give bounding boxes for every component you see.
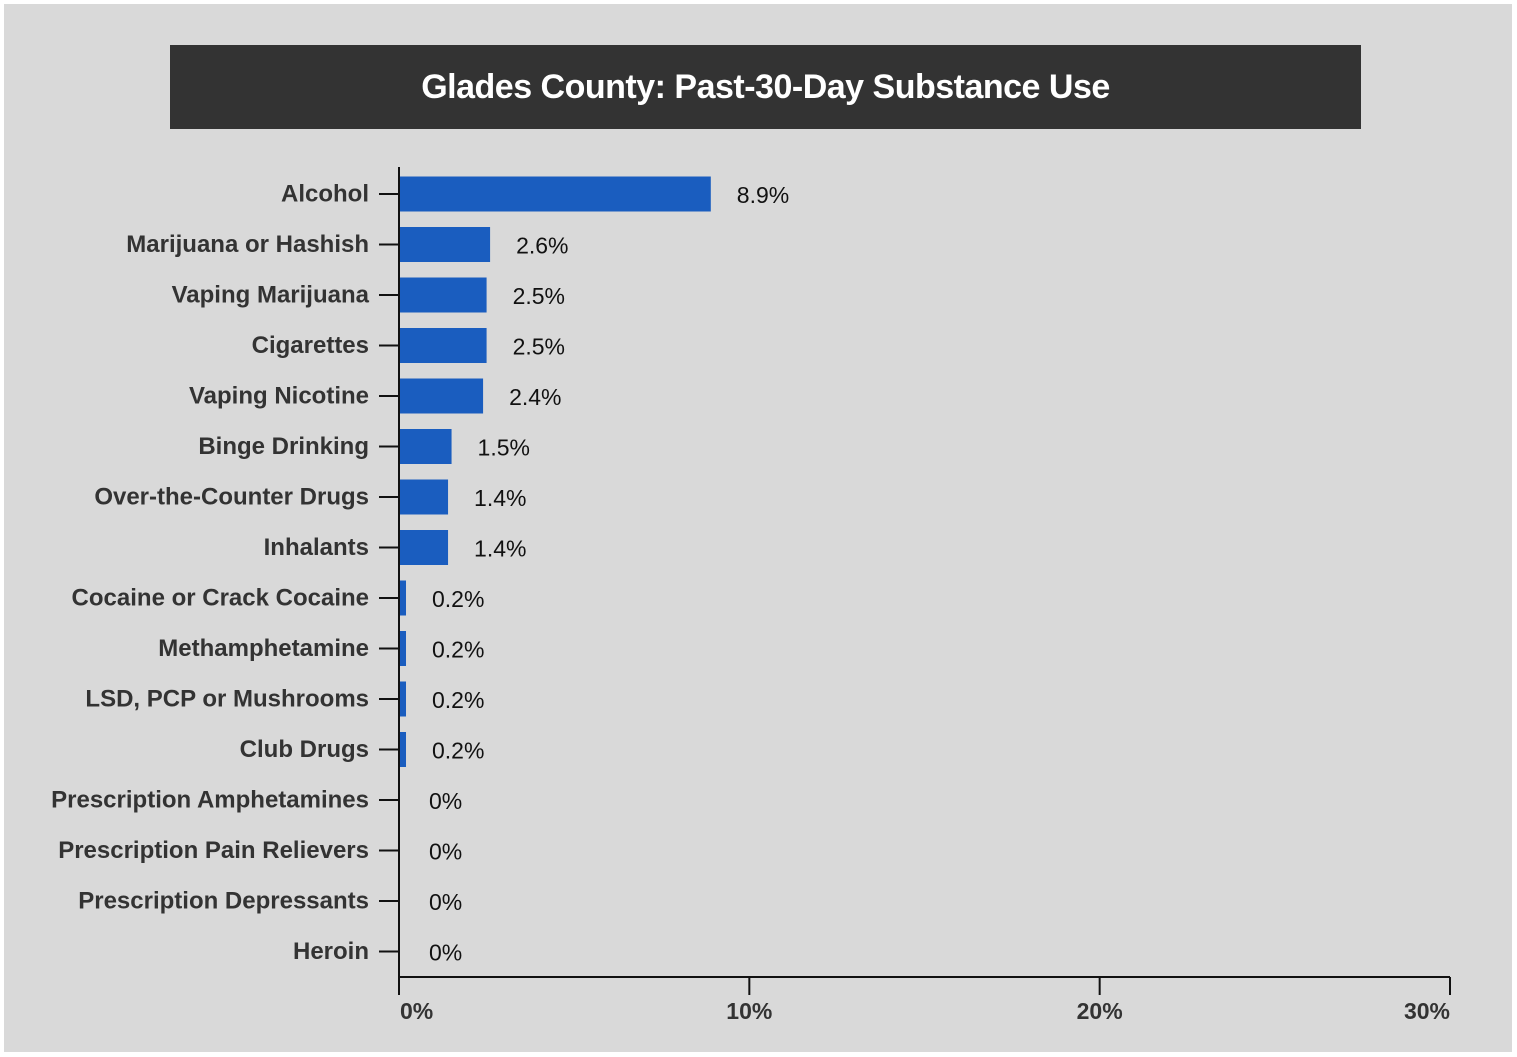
value-label: 2.6% — [516, 233, 568, 259]
value-label: 2.4% — [509, 384, 561, 410]
value-label: 0% — [429, 889, 462, 915]
category-label: Vaping Nicotine — [189, 383, 369, 410]
x-tick-label: 10% — [726, 998, 772, 1024]
bar — [399, 580, 407, 616]
bar — [399, 328, 487, 363]
category-label: Cocaine or Crack Cocaine — [72, 585, 369, 612]
value-label: 2.5% — [513, 283, 565, 309]
x-tick-label: 0% — [400, 998, 433, 1024]
value-label: 0% — [429, 839, 462, 865]
category-label: Binge Drinking — [198, 433, 369, 460]
category-label: Marijuana or Hashish — [126, 231, 369, 258]
x-tick-label: 30% — [1404, 998, 1450, 1024]
bar — [399, 631, 407, 666]
category-label: Vaping Marijuana — [172, 282, 370, 309]
bars-layer: 8.9% 2.6% 2.5% 2.5% 2.4% 1.5% 1.4% 1.4% 0.2% 0.2%… — [399, 176, 789, 966]
chart-title: Glades County: Past-30-Day Substance Use — [421, 67, 1110, 106]
bar — [399, 176, 711, 212]
category-label: Prescription Depressants — [78, 888, 369, 915]
value-label: 0% — [429, 940, 462, 966]
bar — [399, 732, 407, 767]
bar — [399, 530, 449, 565]
axes-layer: Alcohol Marijuana or Hashish Vaping Mariju… — [51, 167, 1451, 1024]
category-label: Alcohol — [281, 181, 369, 208]
category-label: Inhalants — [264, 534, 369, 561]
value-label: 2.5% — [513, 334, 565, 360]
category-label: Cigarettes — [252, 332, 369, 359]
bar — [399, 378, 484, 414]
bar — [399, 277, 487, 313]
value-label: 0.2% — [432, 637, 484, 663]
bar — [399, 479, 449, 515]
category-label: LSD, PCP or Mushrooms — [85, 686, 369, 713]
value-label: 8.9% — [737, 182, 789, 208]
category-label: Methamphetamine — [158, 635, 369, 662]
category-label: Prescription Amphetamines — [51, 787, 369, 814]
chart-background — [4, 4, 1512, 1052]
value-label: 0% — [429, 788, 462, 814]
value-label: 1.4% — [474, 485, 526, 511]
value-label: 0.2% — [432, 738, 484, 764]
value-label: 1.5% — [478, 435, 530, 461]
x-tick-label: 20% — [1077, 998, 1123, 1024]
chart-title-bar: Glades County: Past-30-Day Substance Use — [170, 45, 1361, 129]
category-label: Prescription Pain Relievers — [58, 837, 369, 864]
bar — [399, 681, 407, 717]
value-label: 0.2% — [432, 687, 484, 713]
category-label: Heroin — [293, 938, 369, 965]
value-label: 1.4% — [474, 536, 526, 562]
bar — [399, 227, 491, 262]
value-label: 0.2% — [432, 586, 484, 612]
category-label: Over-the-Counter Drugs — [94, 484, 369, 511]
bar — [399, 429, 452, 464]
category-label: Club Drugs — [240, 736, 369, 763]
